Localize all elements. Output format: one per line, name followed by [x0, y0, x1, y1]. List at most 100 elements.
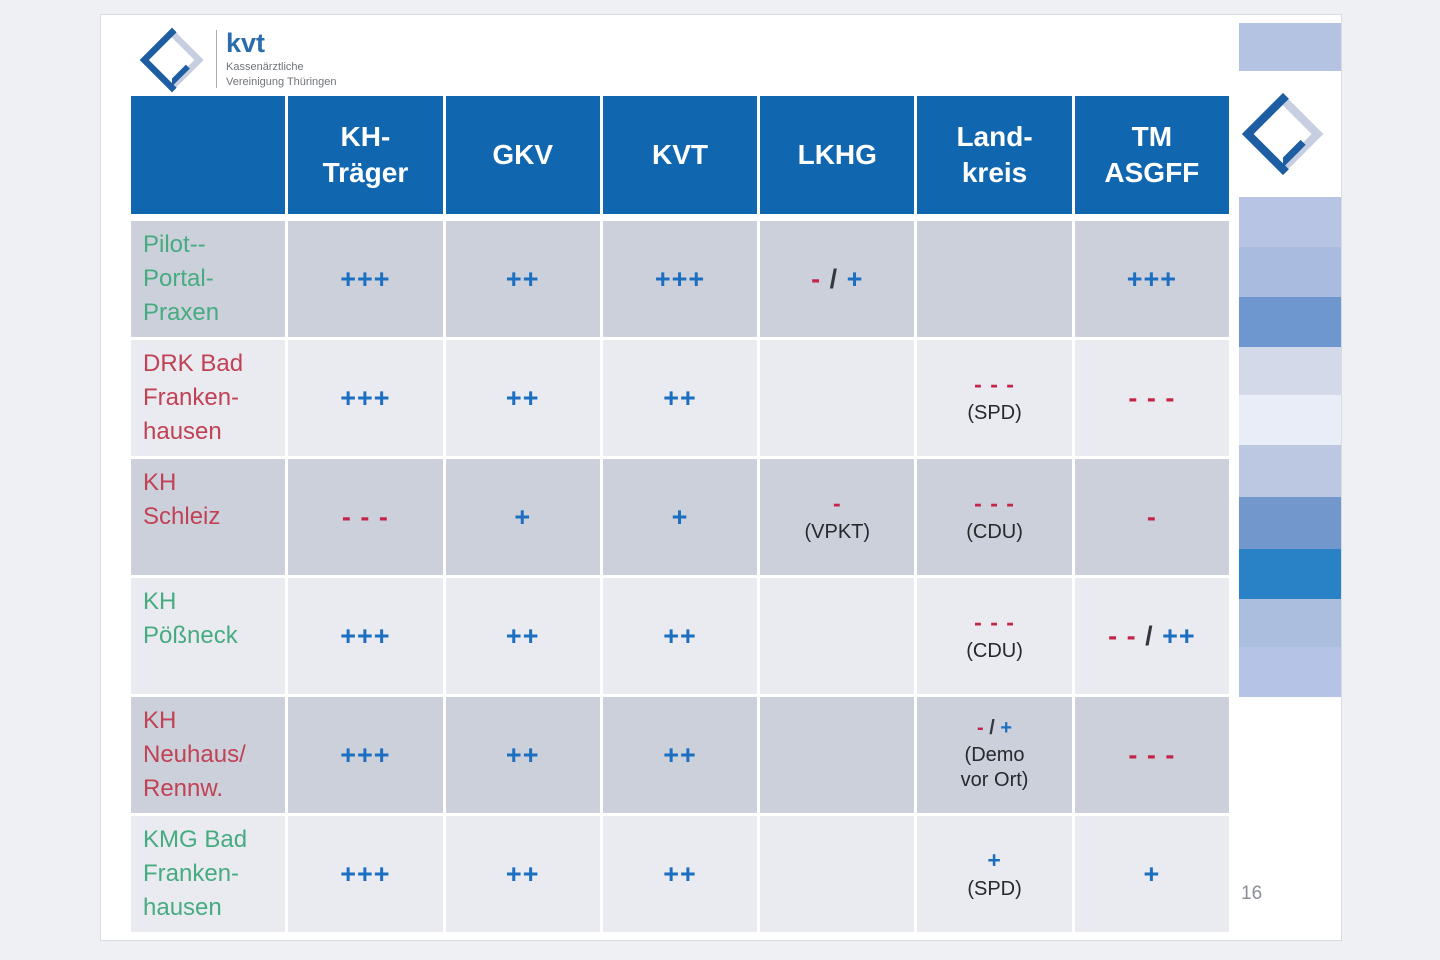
rating-cell: ++: [602, 816, 758, 932]
column-header: KVT: [602, 96, 758, 214]
column-header: GKV: [445, 96, 600, 214]
rating-cell: - - -: [1074, 340, 1229, 456]
rating-symbol: +++: [340, 739, 391, 770]
rating-symbol: /: [821, 263, 847, 294]
rating-symbols: - - -: [1128, 740, 1175, 771]
rating-symbol: +: [846, 263, 864, 294]
rating-cell: [760, 697, 915, 813]
rating-symbol: ++: [1162, 620, 1196, 651]
rating-symbols: +: [672, 502, 689, 533]
decor-square: [1239, 297, 1341, 347]
rating-symbols: ++: [506, 859, 540, 890]
decor-square: [1239, 23, 1341, 71]
rating-symbol: +++: [340, 382, 391, 413]
decor-strip: [1239, 23, 1341, 697]
rating-cell: +++: [288, 340, 443, 456]
decor-square: [1239, 247, 1341, 297]
row-label: KH Neuhaus/ Rennw.: [131, 697, 286, 813]
rating-symbol: +: [987, 846, 1002, 873]
rating-symbol: +: [1000, 717, 1013, 739]
rating-symbols: ++: [506, 621, 540, 652]
cell-note: (SPD): [967, 877, 1022, 900]
rating-symbols: -: [1147, 502, 1157, 533]
rating-symbol: - - -: [341, 501, 389, 532]
rating-symbols: +++: [1127, 264, 1177, 295]
rating-symbols: - - / ++: [1108, 621, 1196, 652]
rating-symbols: - - -: [974, 371, 1015, 398]
rating-symbol: -: [832, 489, 842, 516]
row-label: KH Pößneck: [131, 578, 286, 694]
rating-cell: +++: [288, 697, 443, 813]
rating-symbol: +: [514, 501, 532, 532]
logo-subtitle-line1: Kassenärztliche: [226, 61, 304, 73]
rating-symbols: ++: [663, 740, 697, 771]
rating-cell: - / +: [760, 221, 915, 337]
decor-square: [1239, 445, 1341, 497]
rating-cell: ++: [602, 578, 758, 694]
decor-square: [1239, 647, 1341, 697]
rating-symbol: ++: [663, 858, 697, 889]
decor-square: [1239, 395, 1341, 445]
rating-symbols: - / +: [977, 717, 1012, 740]
rating-symbol: +++: [340, 263, 391, 294]
rating-cell: ++: [445, 221, 600, 337]
decor-square: [1239, 197, 1341, 247]
rating-symbols: +++: [340, 621, 390, 652]
rating-cell: - - - (CDU): [917, 459, 1072, 575]
rating-symbols: - - -: [342, 502, 389, 533]
row-label: DRK Bad Franken- hausen: [131, 340, 286, 456]
rating-symbols: ++: [663, 383, 697, 414]
rating-cell: +++: [1074, 221, 1229, 337]
row-label: KMG Bad Franken- hausen: [131, 816, 286, 932]
rating-symbols: +: [1143, 859, 1160, 890]
row-label: Pilot-- Portal- Praxen: [131, 221, 286, 337]
rating-symbols: ++: [506, 264, 540, 295]
rating-cell: +: [602, 459, 758, 575]
kvt-diamond-icon: [139, 27, 204, 93]
logo-subtitle: Kassenärztliche Vereinigung Thüringen: [226, 60, 337, 90]
rating-symbol: +++: [340, 620, 391, 651]
rating-symbols: +++: [655, 264, 705, 295]
rating-cell: ++: [445, 697, 600, 813]
cell-note: (CDU): [966, 520, 1023, 543]
rating-symbols: +: [987, 847, 1001, 874]
cell-note: (SPD): [967, 401, 1022, 424]
rating-cell: - - / ++: [1074, 578, 1229, 694]
rating-cell: +++: [288, 221, 443, 337]
rating-symbol: - -: [1108, 620, 1137, 651]
rating-cell: - (VPKT): [760, 459, 915, 575]
rating-symbols: - - -: [1128, 383, 1175, 414]
rating-symbol: - - -: [1128, 382, 1176, 413]
rating-cell: - / + (Demo vor Ort): [917, 697, 1072, 813]
rating-symbols: - - -: [974, 490, 1015, 517]
rating-symbols: ++: [506, 740, 540, 771]
rating-symbols: +++: [340, 383, 390, 414]
rating-symbol: ++: [663, 382, 697, 413]
rating-cell: [760, 578, 915, 694]
column-header: KH- Träger: [288, 96, 443, 214]
rating-cell: -: [1074, 459, 1229, 575]
column-header: Land- kreis: [917, 96, 1072, 214]
rating-cell: ++: [602, 340, 758, 456]
cell-note: (Demo vor Ort): [960, 744, 1029, 791]
rating-symbol: +: [1143, 858, 1161, 889]
rating-symbol: ++: [505, 739, 540, 770]
rating-symbols: - - -: [974, 609, 1015, 636]
kvt-logo: kvt Kassenärztliche Vereinigung Thüringe…: [139, 27, 337, 93]
rating-symbols: +++: [340, 264, 390, 295]
rating-symbol: ++: [505, 858, 540, 889]
rating-symbols: +++: [340, 740, 390, 771]
rating-symbol: ++: [505, 382, 540, 413]
rating-symbol: -: [977, 717, 984, 739]
rating-symbols: +++: [340, 859, 390, 890]
rating-symbol: - - -: [974, 608, 1015, 635]
rating-symbol: +++: [1126, 263, 1177, 294]
rating-cell: +: [445, 459, 600, 575]
page-number: 16: [1241, 883, 1263, 904]
column-header: LKHG: [760, 96, 915, 214]
row-label: KH Schleiz: [131, 459, 286, 575]
rating-cell: ++: [602, 697, 758, 813]
ratings-table: KH- Träger GKV KVT LKHG Land- kreis TM ASGFF P…: [131, 96, 1229, 932]
decor-square: [1239, 347, 1341, 395]
logo-text: kvt Kassenärztliche Vereinigung Thüringe…: [226, 27, 337, 90]
